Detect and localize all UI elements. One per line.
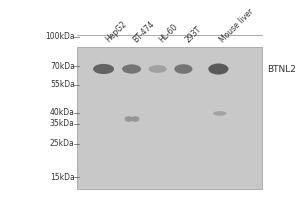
Ellipse shape (93, 64, 114, 74)
Ellipse shape (148, 65, 167, 73)
Ellipse shape (174, 64, 193, 74)
Text: 15kDa: 15kDa (50, 173, 75, 182)
Text: 25kDa: 25kDa (50, 139, 75, 148)
Text: 293T: 293T (183, 24, 203, 44)
Ellipse shape (131, 116, 140, 122)
Text: 40kDa: 40kDa (50, 108, 75, 117)
Ellipse shape (208, 63, 228, 75)
Text: Mouse liver: Mouse liver (218, 7, 256, 44)
FancyBboxPatch shape (77, 47, 262, 189)
Text: 100kDa: 100kDa (45, 32, 75, 41)
Text: HepG2: HepG2 (103, 19, 128, 44)
Text: BTNL2: BTNL2 (267, 65, 296, 74)
Ellipse shape (213, 111, 226, 116)
Text: HL-60: HL-60 (158, 22, 180, 44)
Ellipse shape (124, 116, 133, 122)
Ellipse shape (122, 64, 141, 74)
Text: 70kDa: 70kDa (50, 62, 75, 71)
Text: 55kDa: 55kDa (50, 80, 75, 89)
Text: BT-474: BT-474 (132, 19, 157, 44)
Text: 35kDa: 35kDa (50, 119, 75, 128)
